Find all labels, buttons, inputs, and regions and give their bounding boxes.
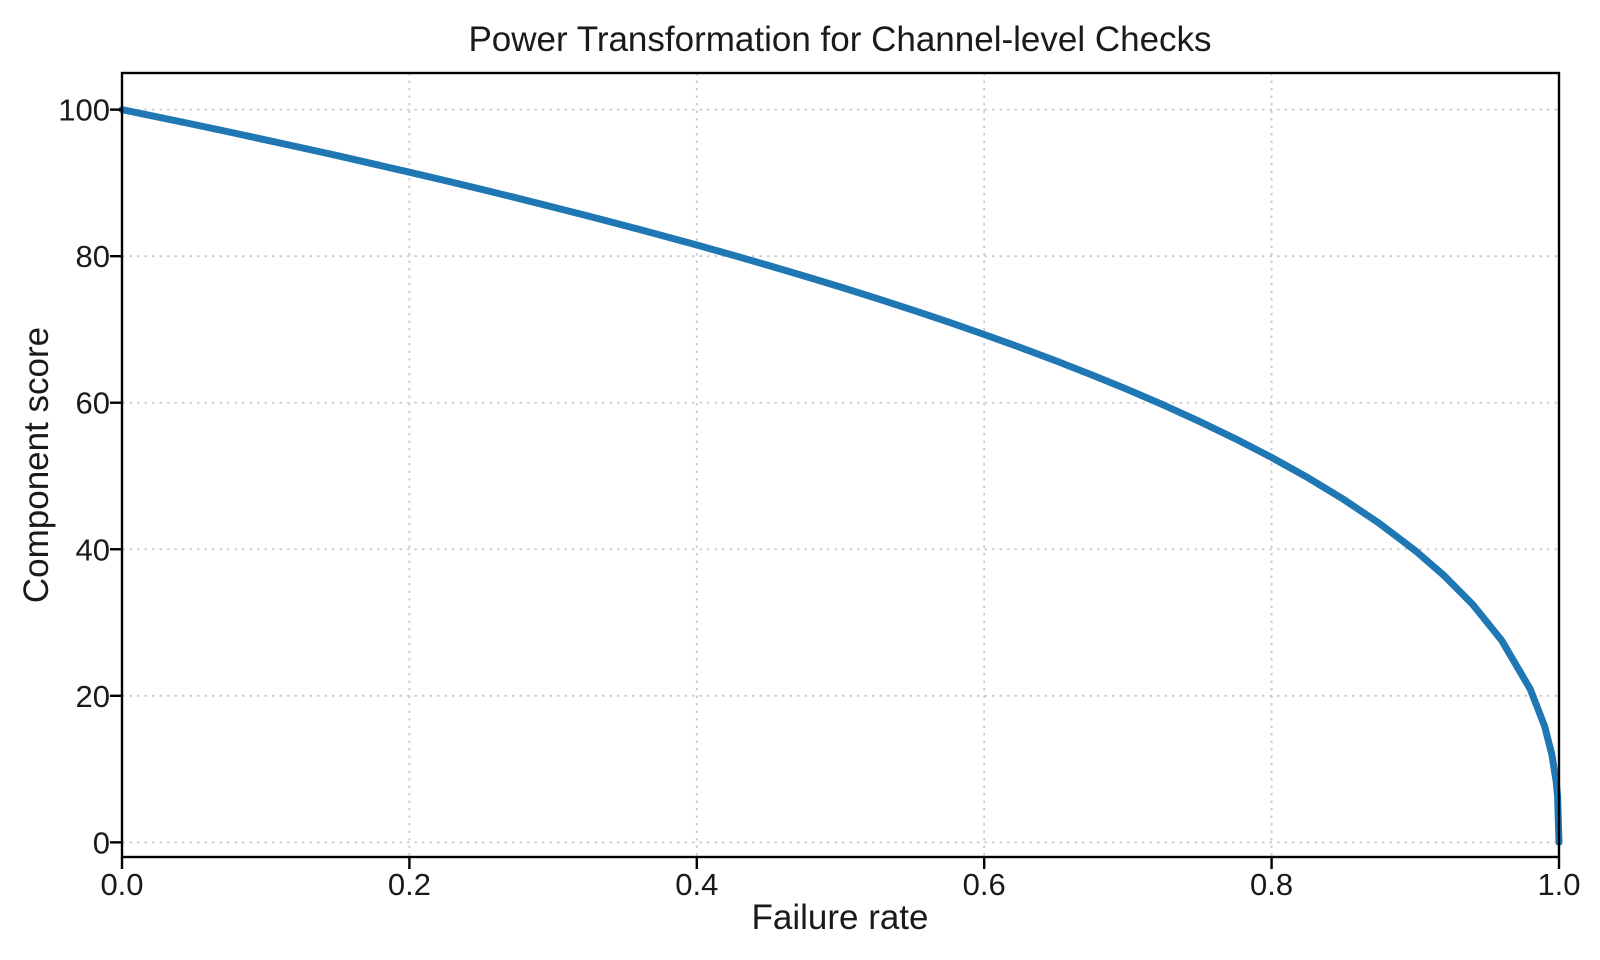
y-tick-label: 60	[76, 386, 110, 421]
y-tick-label: 20	[76, 679, 110, 714]
x-tick-label: 0.6	[963, 867, 1006, 902]
y-tick-label: 40	[76, 532, 110, 567]
y-tick-label: 100	[58, 93, 110, 128]
line-series-component-score	[118, 106, 1563, 846]
x-tick-label: 0.0	[100, 867, 143, 902]
chart-title: Power Transformation for Channel-level C…	[468, 20, 1211, 59]
x-axis-label: Failure rate	[751, 898, 928, 937]
y-axis-label: Component score	[17, 327, 56, 603]
x-tick-label: 1.0	[1537, 867, 1580, 902]
axis-tick-labels: 0.0 0.2 0.4 0.6 0.8 1.0 0 20 40 60 80 100	[58, 93, 1580, 902]
x-tick-label: 0.8	[1250, 867, 1293, 902]
gridlines	[122, 73, 1559, 857]
y-tick-label: 0	[93, 825, 110, 860]
y-tick-label: 80	[76, 239, 110, 274]
axis-ticks	[110, 108, 1561, 869]
x-tick-label: 0.2	[388, 867, 431, 902]
plot-area-frame	[120, 71, 1561, 859]
x-tick-label: 0.4	[675, 867, 718, 902]
